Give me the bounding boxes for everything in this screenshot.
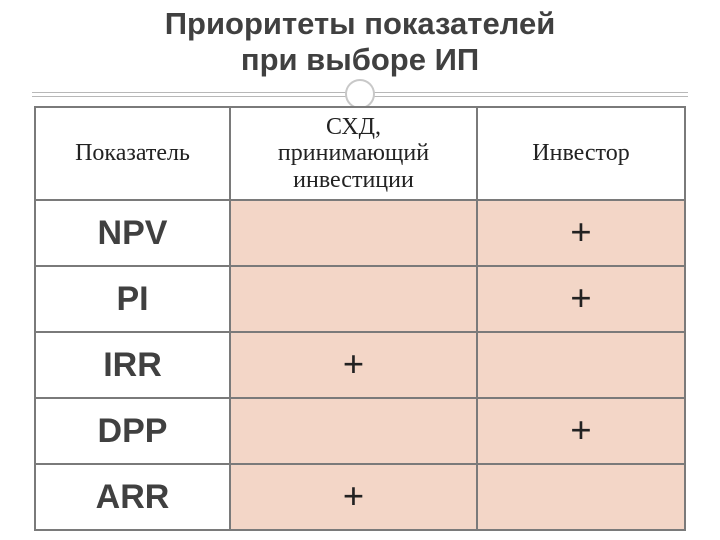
indicator-cell: ARR: [35, 464, 230, 530]
table-header-row: Показатель СХД, принимающий инвестиции И…: [35, 107, 685, 200]
header-investor: Инвестор: [477, 107, 685, 200]
investor-cell: +: [477, 398, 685, 464]
indicator-cell: NPV: [35, 200, 230, 266]
priorities-table: Показатель СХД, принимающий инвестиции И…: [34, 106, 686, 531]
header-entity: СХД, принимающий инвестиции: [230, 107, 477, 200]
investor-cell: [477, 464, 685, 530]
investor-cell: +: [477, 200, 685, 266]
slide-title: Приоритеты показателей при выборе ИП: [165, 6, 556, 77]
indicator-cell: PI: [35, 266, 230, 332]
header-entity-l3: инвестиции: [293, 167, 414, 193]
title-line-1: Приоритеты показателей: [165, 6, 556, 41]
indicator-cell: DPP: [35, 398, 230, 464]
table-row: PI +: [35, 266, 685, 332]
table-row: ARR +: [35, 464, 685, 530]
header-entity-l1: СХД,: [326, 114, 381, 140]
investor-cell: [477, 332, 685, 398]
header-indicator: Показатель: [35, 107, 230, 200]
investor-cell: +: [477, 266, 685, 332]
decor-circle-icon: [345, 79, 375, 109]
entity-cell: [230, 398, 477, 464]
table-row: DPP +: [35, 398, 685, 464]
table-row: NPV +: [35, 200, 685, 266]
entity-cell: +: [230, 332, 477, 398]
indicator-cell: IRR: [35, 332, 230, 398]
entity-cell: +: [230, 464, 477, 530]
header-entity-l2: принимающий: [278, 140, 429, 166]
title-line-2: при выборе ИП: [241, 42, 479, 77]
title-decoration: [0, 79, 720, 105]
entity-cell: [230, 200, 477, 266]
table-row: IRR +: [35, 332, 685, 398]
slide-title-block: Приоритеты показателей при выборе ИП: [0, 0, 720, 77]
entity-cell: [230, 266, 477, 332]
